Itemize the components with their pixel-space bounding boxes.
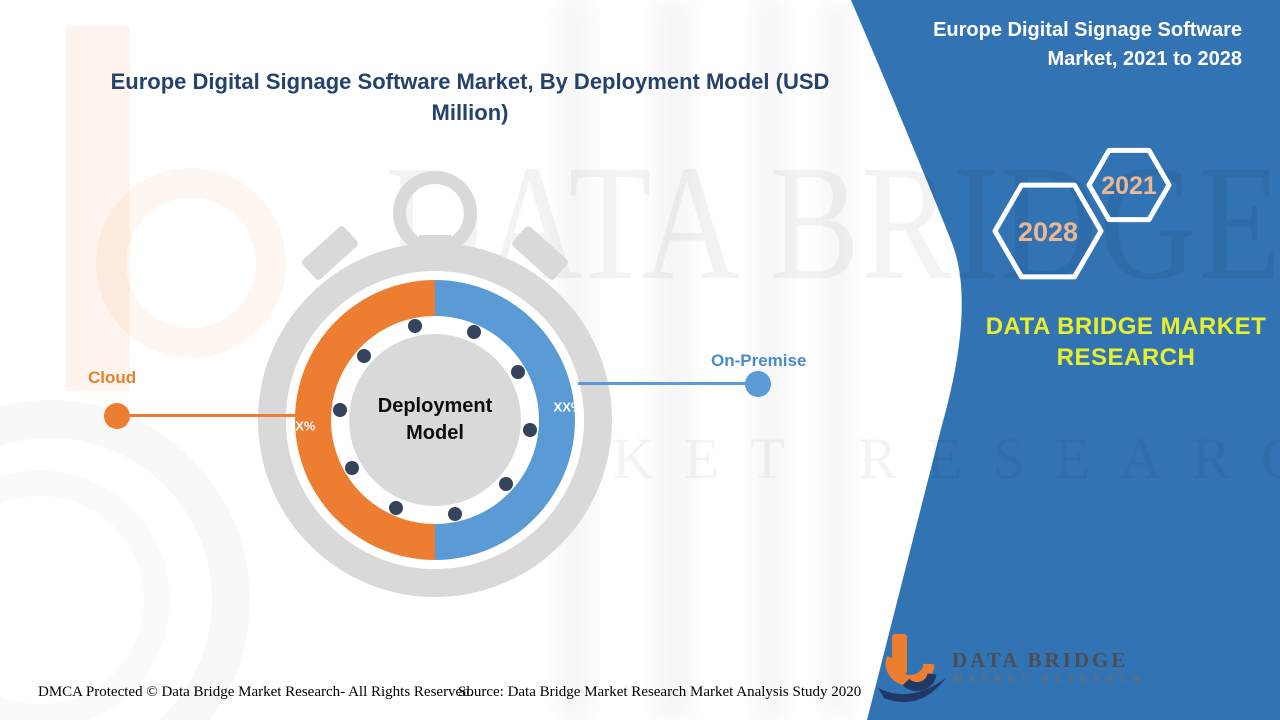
legend-cloud-line bbox=[117, 414, 307, 417]
logo-b-icon bbox=[878, 634, 946, 703]
donut-center-label: Deployment Model bbox=[349, 334, 521, 506]
stopwatch-chart: Deployment Model bbox=[258, 171, 612, 597]
background-streak bbox=[755, 0, 785, 720]
year-label-2021: 2021 bbox=[1101, 172, 1157, 200]
brand-name: DATA BRIDGE MARKET RESEARCH bbox=[985, 311, 1267, 373]
tick-dot bbox=[511, 365, 526, 379]
hexagon-2021-icon bbox=[1086, 147, 1172, 223]
hexagon-2028-icon bbox=[992, 182, 1104, 280]
chart-title: Europe Digital Signage Software Market, … bbox=[95, 66, 845, 128]
background-streak bbox=[825, 0, 849, 720]
center-label-line1: Deployment bbox=[377, 395, 493, 417]
tick-dot bbox=[408, 319, 423, 334]
logo-title: DATA BRIDGE bbox=[952, 648, 1129, 672]
donut-segment-cloud bbox=[295, 280, 435, 560]
legend-cloud-dot bbox=[104, 403, 130, 429]
year-label-2028: 2028 bbox=[1018, 217, 1078, 247]
tick-dot bbox=[523, 423, 538, 438]
tick-dot bbox=[499, 477, 514, 492]
tick-dot bbox=[344, 461, 359, 475]
tick-dot bbox=[447, 506, 462, 521]
legend-onpremise-line bbox=[578, 382, 758, 385]
tick-dot bbox=[467, 325, 482, 340]
tick-dot bbox=[332, 402, 347, 417]
footer-source: Source: Data Bridge Market Research Mark… bbox=[458, 684, 862, 700]
panel-title-line1: Europe Digital Signage Software bbox=[933, 19, 1242, 41]
panel-title-line2: Market, 2021 to 2028 bbox=[1047, 48, 1242, 70]
tick-dot bbox=[388, 500, 403, 515]
brand-name-line1: DATA BRIDGE MARKET bbox=[985, 313, 1267, 340]
brand-name-line2: RESEARCH bbox=[1056, 344, 1196, 371]
side-panel-shape bbox=[851, 0, 1280, 720]
tick-dot bbox=[356, 348, 371, 363]
dbmr-logo: DATA BRIDGE MARKET RESEARCH bbox=[876, 630, 1176, 710]
value-label-onpremise: XX% bbox=[553, 399, 583, 415]
chart-title-line1: Europe Digital Signage Software Market, … bbox=[110, 69, 830, 94]
donut-chart bbox=[295, 280, 575, 560]
chart-title-line2: Million) bbox=[431, 100, 509, 125]
legend-onpremise-dot bbox=[745, 371, 771, 397]
logo-subtitle: MARKET RESEARCH bbox=[954, 674, 1146, 685]
legend-onpremise-label: On-Premise bbox=[711, 351, 807, 370]
panel-title: Europe Digital Signage Software Market, … bbox=[842, 16, 1242, 74]
footer-dmca: DMCA Protected © Data Bridge Market Rese… bbox=[38, 684, 474, 700]
donut-segment-onpremise bbox=[435, 280, 575, 560]
forecast-hexagons: 2028 2021 bbox=[992, 147, 1172, 280]
value-label-cloud: XX% bbox=[286, 418, 316, 434]
legend-cloud-label: Cloud bbox=[88, 368, 137, 387]
center-label-line2: Model bbox=[406, 422, 464, 444]
background-streak bbox=[655, 0, 691, 720]
